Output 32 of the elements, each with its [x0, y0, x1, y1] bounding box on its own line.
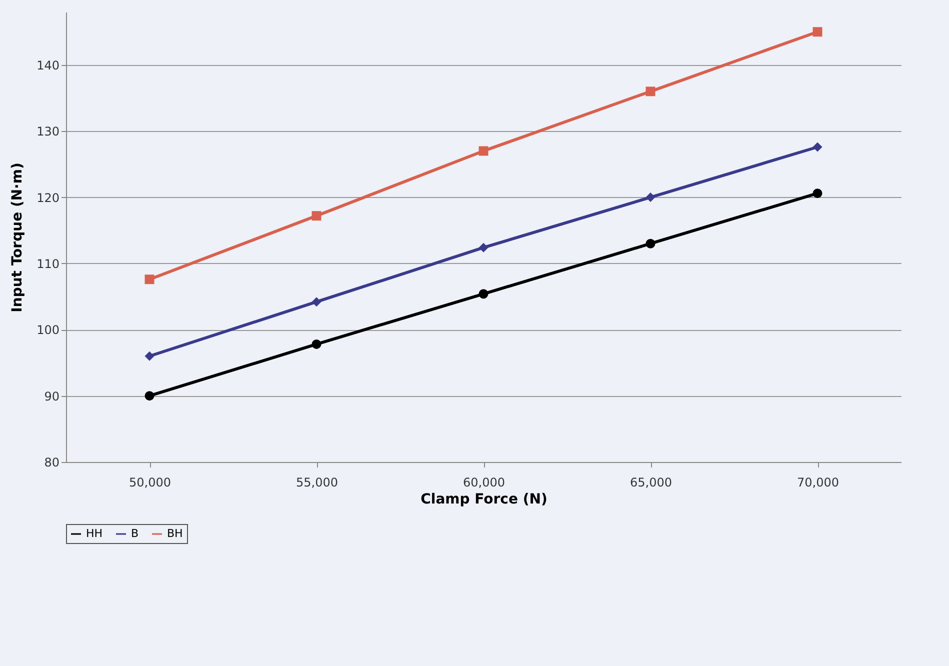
legend-label: HH — [86, 527, 103, 540]
point — [144, 351, 154, 361]
point — [144, 274, 154, 284]
legend-label: BH — [167, 527, 183, 540]
point — [478, 289, 488, 299]
y-tick-label: 130 — [36, 124, 60, 139]
y-tick-label: 140 — [36, 58, 60, 72]
y-tick-label: 80 — [44, 456, 60, 470]
y-tick-label: 90 — [44, 389, 60, 404]
legend-label: B — [131, 527, 139, 540]
point — [646, 86, 656, 96]
y-tick-label: 110 — [36, 256, 60, 271]
point — [812, 142, 822, 152]
point — [478, 242, 488, 252]
y-tick-label: 120 — [36, 190, 60, 205]
x-tick-label: 70,000 — [797, 476, 839, 490]
point — [312, 297, 322, 307]
point — [312, 211, 322, 221]
point — [478, 146, 488, 156]
x-tick-label: 60,000 — [463, 476, 505, 490]
point — [646, 238, 656, 248]
x-axis-title: Clamp Force (N) — [420, 492, 548, 508]
x-tick-label: 65,000 — [630, 476, 672, 490]
point — [144, 391, 154, 401]
point — [812, 27, 822, 37]
point — [812, 188, 822, 198]
x-tick-label: 50,000 — [129, 476, 171, 490]
point — [312, 339, 322, 349]
y-axis-title: Input Torque (N·m) — [10, 162, 26, 312]
y-tick-label: 100 — [36, 323, 60, 338]
x-tick-label: 55,000 — [296, 476, 338, 490]
point — [646, 192, 656, 202]
